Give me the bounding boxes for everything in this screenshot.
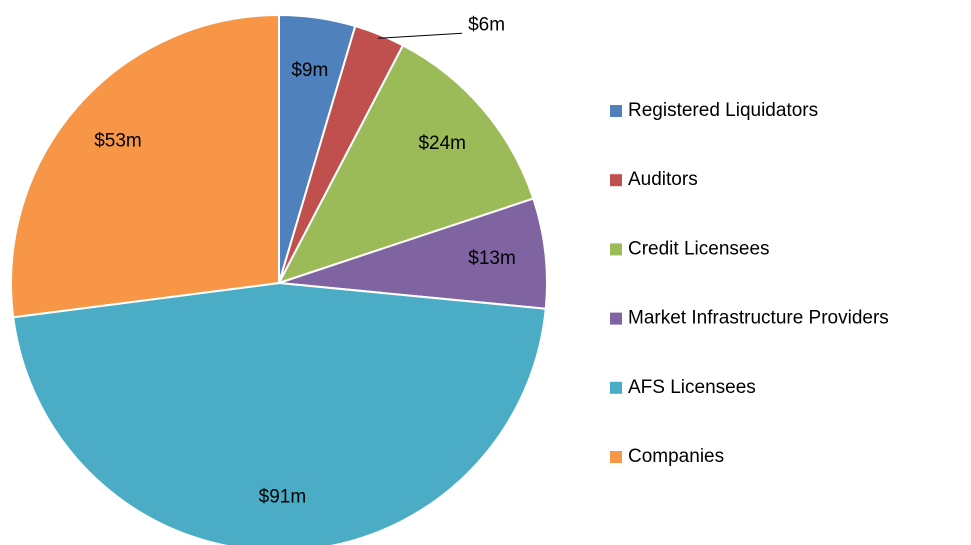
data-label: $53m (94, 130, 142, 151)
leader-line (378, 32, 463, 39)
pie-slice (12, 281, 547, 545)
legend-label: Credit Licensees (628, 238, 770, 259)
pie-slice (276, 44, 535, 285)
legend-label: AFS Licensees (628, 377, 756, 398)
data-label: $91m (259, 486, 307, 507)
legend-swatch (610, 105, 622, 117)
data-label: $24m (418, 133, 466, 154)
legend-swatch (610, 174, 622, 187)
data-label: $9m (291, 60, 328, 81)
pie-slice (10, 13, 280, 319)
legend-swatch (610, 451, 622, 463)
legend-label: Market Infrastructure Providers (628, 308, 889, 329)
data-label: $13m (468, 248, 516, 269)
data-label: $6m (468, 14, 505, 35)
legend-label: Companies (628, 446, 724, 467)
legend-swatch (610, 243, 622, 256)
legend-swatch (610, 312, 622, 325)
legend-label: Auditors (628, 169, 698, 190)
legend-swatch (610, 381, 622, 394)
legend-label: Registered Liquidators (628, 100, 818, 121)
pie-slice (278, 197, 548, 310)
